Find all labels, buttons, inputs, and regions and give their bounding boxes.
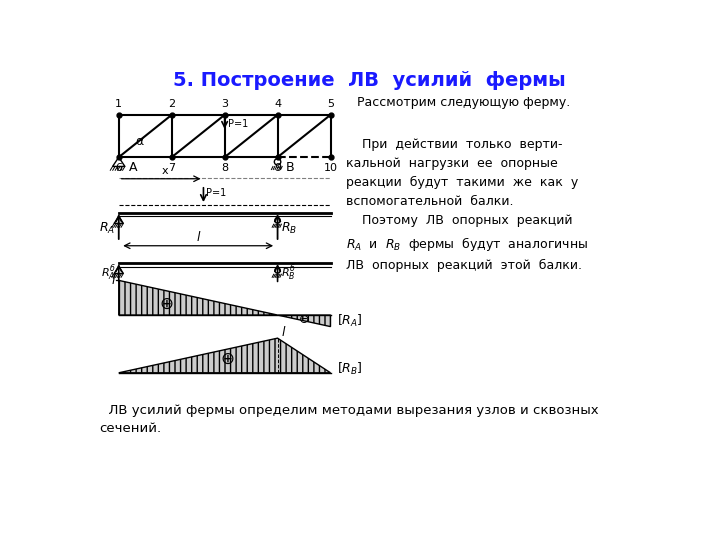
Text: 4: 4 — [274, 99, 281, 110]
Text: $\oplus$: $\oplus$ — [159, 295, 174, 313]
Text: 3: 3 — [221, 99, 228, 110]
Text: l: l — [112, 274, 115, 287]
Text: При  действии  только  верти-
кальной  нагрузки  ее  опорные
реакции  будут  так: При действии только верти- кальной нагру… — [346, 138, 588, 272]
Text: $R_A^{б}$: $R_A^{б}$ — [101, 264, 116, 283]
Text: 5. Построение  ЛВ  усилий  фермы: 5. Построение ЛВ усилий фермы — [173, 71, 565, 90]
Text: l: l — [282, 326, 285, 339]
Text: 1: 1 — [115, 99, 122, 110]
Text: [$R_B$]: [$R_B$] — [337, 361, 362, 377]
Text: 6: 6 — [115, 163, 122, 173]
Text: 2: 2 — [168, 99, 175, 110]
Text: 9: 9 — [274, 163, 281, 173]
Text: $R_B^{б}$: $R_B^{б}$ — [281, 264, 296, 283]
Text: A: A — [129, 161, 138, 174]
Text: $\ominus$: $\ominus$ — [298, 313, 310, 326]
Text: α: α — [135, 135, 144, 148]
Polygon shape — [119, 338, 330, 373]
Text: B: B — [285, 161, 294, 174]
Text: 7: 7 — [168, 163, 175, 173]
Text: x: x — [161, 166, 168, 176]
Text: $R_A$: $R_A$ — [99, 220, 115, 235]
Text: $\oplus$: $\oplus$ — [220, 350, 234, 368]
Text: 10: 10 — [323, 163, 338, 173]
Text: 5: 5 — [327, 99, 334, 110]
Polygon shape — [278, 315, 330, 327]
Text: [$R_A$]: [$R_A$] — [337, 313, 362, 329]
Text: $R_B$: $R_B$ — [282, 220, 297, 235]
Text: ЛВ усилий фермы определим методами вырезания узлов и сквозных
сечений.: ЛВ усилий фермы определим методами вырез… — [99, 403, 598, 435]
Text: 8: 8 — [221, 163, 228, 173]
Text: l: l — [197, 231, 200, 244]
Text: P=1: P=1 — [228, 119, 248, 129]
Polygon shape — [119, 280, 278, 315]
Text: P=1: P=1 — [206, 187, 226, 198]
Text: Рассмотрим следующую ферму.: Рассмотрим следующую ферму. — [357, 96, 571, 109]
